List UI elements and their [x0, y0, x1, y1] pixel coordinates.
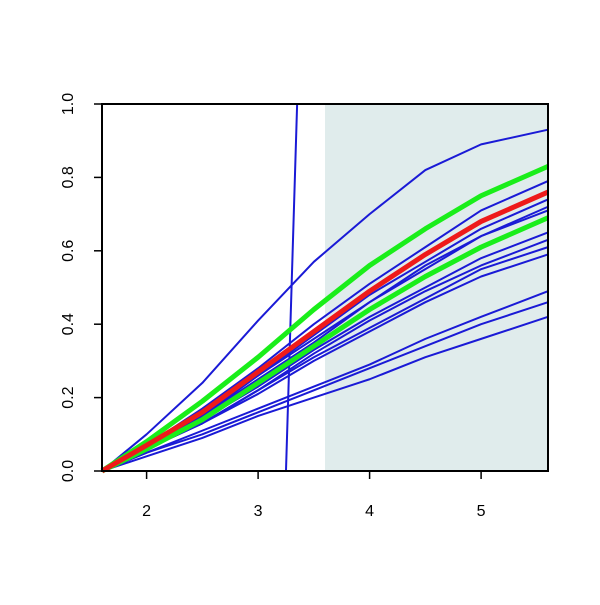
line: [101, 290, 549, 472]
y-tick-label: 1.0: [60, 93, 77, 115]
plot-frame: [101, 103, 549, 472]
line: [101, 128, 549, 472]
x-tick-label: 2: [142, 503, 151, 520]
y-tick-label: 0.4: [60, 313, 77, 335]
x-tick-label: 4: [365, 503, 374, 520]
y-tick-label: 0.2: [60, 386, 77, 408]
line: [100, 164, 550, 474]
shaded-region: [325, 104, 548, 471]
y-tick-label: 0.8: [60, 166, 77, 188]
line: [101, 301, 549, 472]
line: [101, 315, 549, 472]
x-tick-label: 3: [254, 503, 263, 520]
line: [100, 215, 550, 474]
y-tick-label: 0.0: [60, 460, 77, 482]
line: [100, 189, 550, 474]
y-tick-label: 0.6: [60, 240, 77, 262]
x-tick-label: 5: [477, 503, 486, 520]
